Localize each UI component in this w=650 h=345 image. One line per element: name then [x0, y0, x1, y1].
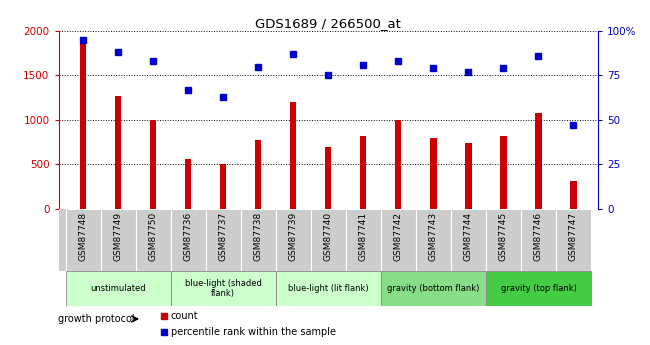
Text: blue-light (lit flank): blue-light (lit flank) — [288, 284, 369, 293]
Bar — [430, 138, 437, 208]
Bar — [115, 96, 121, 208]
Text: GSM87746: GSM87746 — [534, 211, 543, 261]
Text: GSM87737: GSM87737 — [218, 211, 227, 261]
Bar — [170, 271, 276, 306]
Bar — [205, 208, 240, 271]
Bar — [150, 120, 156, 208]
Bar — [395, 120, 402, 208]
Text: GSM87742: GSM87742 — [394, 211, 403, 260]
Text: GSM87736: GSM87736 — [183, 211, 192, 261]
Bar — [570, 181, 577, 208]
Bar — [381, 271, 486, 306]
Text: growth protocol: growth protocol — [58, 314, 135, 324]
Text: GSM87744: GSM87744 — [464, 211, 473, 260]
Bar — [80, 42, 86, 208]
Bar — [136, 208, 170, 271]
Text: GSM87743: GSM87743 — [429, 211, 438, 261]
Text: unstimulated: unstimulated — [90, 284, 146, 293]
Text: GSM87740: GSM87740 — [324, 211, 333, 261]
Bar — [255, 140, 261, 208]
Bar — [66, 271, 170, 306]
Bar — [66, 208, 101, 271]
Text: GSM87738: GSM87738 — [254, 211, 263, 261]
Text: GSM87741: GSM87741 — [359, 211, 368, 261]
Bar — [381, 208, 416, 271]
Bar — [521, 208, 556, 271]
Bar — [220, 164, 226, 208]
Bar — [276, 208, 311, 271]
Bar — [170, 208, 205, 271]
Bar — [360, 136, 367, 208]
Bar — [346, 208, 381, 271]
Bar — [290, 102, 296, 208]
Bar — [486, 271, 591, 306]
Text: blue-light (shaded
flank): blue-light (shaded flank) — [185, 279, 261, 298]
Bar — [556, 208, 591, 271]
Text: GSM87747: GSM87747 — [569, 211, 578, 261]
Text: gravity (bottom flank): gravity (bottom flank) — [387, 284, 480, 293]
Bar — [465, 143, 471, 208]
Bar — [311, 208, 346, 271]
Bar — [325, 147, 332, 208]
Text: gravity (top flank): gravity (top flank) — [500, 284, 577, 293]
Bar — [416, 208, 451, 271]
Bar — [451, 208, 486, 271]
Text: GSM87750: GSM87750 — [149, 211, 157, 261]
Bar — [276, 271, 381, 306]
Text: GSM87745: GSM87745 — [499, 211, 508, 261]
Bar — [500, 136, 506, 208]
Text: GSM87748: GSM87748 — [79, 211, 88, 261]
Bar — [486, 208, 521, 271]
Bar — [185, 159, 191, 208]
Text: percentile rank within the sample: percentile rank within the sample — [171, 327, 335, 337]
Text: GSM87749: GSM87749 — [114, 211, 123, 261]
Text: count: count — [171, 311, 198, 321]
Bar — [101, 208, 136, 271]
Title: GDS1689 / 266500_at: GDS1689 / 266500_at — [255, 17, 401, 30]
Text: GSM87739: GSM87739 — [289, 211, 298, 261]
Bar — [240, 208, 276, 271]
Bar — [536, 113, 541, 208]
